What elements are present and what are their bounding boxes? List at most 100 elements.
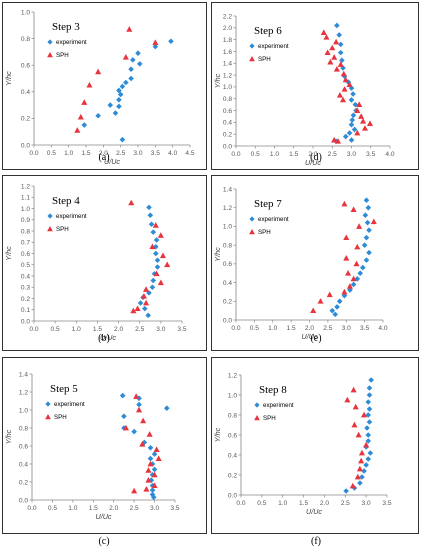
experiment-point [363, 462, 369, 468]
x-tick-label: 1.0 [68, 505, 77, 512]
sph-point [344, 396, 351, 403]
panel-frame [211, 175, 419, 351]
y-tick-label: 0.0 [21, 318, 30, 325]
x-tick-label: 2.0 [305, 325, 314, 332]
experiment-point [348, 121, 355, 128]
experiment-point [337, 49, 344, 56]
sph-point [149, 243, 156, 250]
sph-point [122, 54, 129, 60]
y-tick-label: 1.4 [223, 61, 232, 68]
sph-point [336, 91, 343, 98]
y-tick-label: 0.5 [21, 262, 30, 269]
sph-point [323, 34, 330, 40]
y-tick-label: 0.6 [19, 443, 28, 450]
experiment-point [116, 87, 122, 94]
sph-point [361, 125, 369, 131]
legend-label-sph: SPH [56, 52, 69, 59]
panel-frame [211, 357, 419, 534]
y-tick-label: 0.4 [21, 273, 30, 280]
experiment-point [346, 130, 353, 136]
x-tick-label: 2.0 [114, 326, 123, 333]
x-axis-title: U/Uc [305, 158, 321, 167]
legend-label-sph: SPH [258, 56, 271, 63]
sph-point [77, 113, 84, 120]
sph-point [153, 446, 160, 452]
step-label: Step 7 [254, 198, 282, 210]
y-tick-label: 0.8 [19, 425, 28, 432]
x-tick-label: 1.0 [72, 326, 81, 333]
sph-point [350, 275, 357, 282]
x-tick-label: 0.0 [29, 326, 38, 333]
sph-point [353, 260, 360, 267]
experiment-point [337, 41, 344, 48]
y-tick-label: 0.2 [21, 296, 30, 303]
experiment-point [336, 32, 342, 38]
experiment-point [149, 491, 156, 498]
y-tick-label: 1.0 [223, 84, 232, 91]
x-tick-label: 2.0 [308, 151, 317, 158]
sph-point [352, 403, 359, 410]
sph-point [74, 127, 81, 133]
panel-step-7: 0.0 0.5 1.0 1.5 2.0 2.5 3.0 3.5 4.0 0.0 0.2 0.4 0.6 0… [211, 175, 419, 351]
experiment-point [365, 456, 372, 462]
experiment-point [366, 392, 373, 398]
experiment-point [366, 385, 373, 391]
experiment-point [342, 133, 349, 140]
sph-point [326, 291, 333, 298]
experiment-point [363, 257, 370, 263]
experiment-point [368, 377, 374, 383]
sph-point [324, 49, 331, 56]
x-tick-label: 2.5 [130, 505, 139, 512]
experiment-point [151, 451, 158, 457]
sph-point [346, 283, 353, 289]
sph-point [333, 38, 340, 45]
sph-point [140, 417, 147, 424]
y-tick-label: 1.2 [223, 72, 232, 79]
x-tick-label: 0.5 [47, 150, 56, 157]
sph-point [95, 68, 102, 75]
experiment-point [136, 61, 143, 67]
x-tick-label: 1.5 [299, 500, 308, 507]
experiment-point [81, 122, 88, 128]
y-tick-label: 1.2 [19, 389, 28, 396]
y-tick-label: 1.0 [223, 224, 232, 231]
experiment-point [359, 264, 366, 271]
sph-point [133, 393, 140, 399]
x-tick-label: 2.5 [116, 150, 125, 157]
experiment-point [130, 57, 136, 63]
experiment-point [351, 126, 358, 133]
sph-point [356, 465, 363, 472]
x-tick-label: 0.0 [236, 500, 245, 507]
experiment-point [128, 66, 134, 72]
x-tick-label: 0.5 [257, 500, 266, 507]
x-tick-label: 1.5 [287, 325, 296, 332]
sph-point [350, 206, 357, 212]
sph-point [340, 70, 347, 77]
experiment-point [350, 281, 357, 288]
x-tick-label: 3.5 [360, 325, 369, 332]
experiment-point [137, 300, 144, 306]
experiment-point [350, 91, 356, 97]
y-axis-title: Y/hc [4, 429, 13, 444]
sph-point [130, 307, 137, 314]
x-axis-title: U/Uc [104, 157, 120, 166]
experiment-point [145, 312, 151, 319]
sph-point [320, 29, 327, 35]
experiment-point [362, 212, 369, 218]
panel-step-4: 0.0 0.5 1.0 1.5 2.0 2.5 3.0 3.5 0.0 0.1 0.2 0.3 0.4 0… [2, 175, 207, 351]
y-tick-label: 1.4 [223, 186, 232, 193]
sph-point [351, 421, 358, 428]
y-tick-label: 0.8 [228, 412, 237, 419]
sph-point [345, 270, 352, 276]
sph-point [143, 286, 150, 292]
x-tick-label: 0.5 [48, 505, 57, 512]
y-tick-label: 2.0 [223, 25, 232, 32]
x-tick-label: 1.0 [268, 325, 277, 332]
experiment-point [348, 137, 355, 143]
legend-label-experiment: experiment [56, 213, 87, 220]
y-tick-label: 0.2 [21, 116, 30, 123]
sph-point [356, 101, 363, 108]
legend-marker-sph [249, 229, 255, 235]
sph-point [131, 487, 138, 494]
x-tick-label: 1.0 [64, 150, 73, 157]
